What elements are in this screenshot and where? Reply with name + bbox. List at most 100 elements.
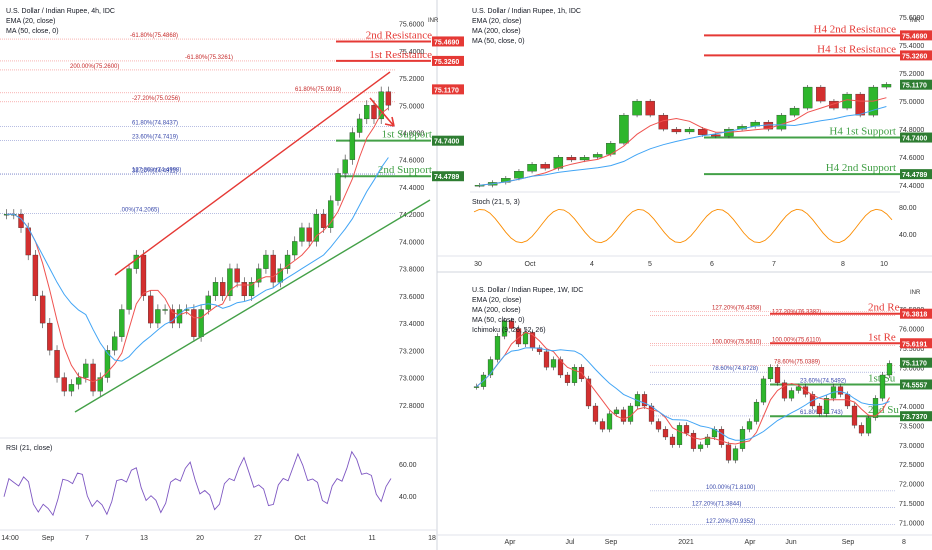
candle-body xyxy=(32,254,39,297)
x-tick-label: 7 xyxy=(772,261,776,268)
candle-body xyxy=(234,268,240,283)
price-badge xyxy=(900,132,932,143)
level-label: 2nd Su xyxy=(868,404,899,416)
candle-body xyxy=(753,401,760,422)
x-tick-label: Oct xyxy=(295,535,306,542)
price-badge-label: 75.4690 xyxy=(902,33,927,40)
fib-label: 23.60%(74.5492) xyxy=(800,379,846,385)
price-badge xyxy=(432,135,464,146)
candle-body xyxy=(571,367,578,383)
candle-body xyxy=(788,390,795,399)
subpanel-tick: 40.00 xyxy=(899,232,917,239)
price-badge xyxy=(900,357,932,368)
y-tick-label: 73.8000 xyxy=(399,267,424,274)
candle-body xyxy=(90,363,96,392)
candle-body xyxy=(220,282,226,297)
candle-body xyxy=(645,100,655,116)
candle-body xyxy=(487,359,494,376)
candle-body xyxy=(284,254,291,269)
candle-body xyxy=(641,394,648,407)
fib-label: 61.80%(74.8437) xyxy=(132,121,178,127)
x-tick-label: 2021 xyxy=(678,539,694,546)
candle-body xyxy=(205,295,211,310)
candle-body xyxy=(155,309,161,324)
level-label: H4 1st Resistance xyxy=(817,43,896,55)
candle-body xyxy=(620,409,627,422)
fib-label: 127.20%(76.4358) xyxy=(712,306,761,312)
candle-body xyxy=(816,405,823,414)
panel-1w: 76.500076.000075.500075.000074.500074.00… xyxy=(472,287,932,546)
candle-body xyxy=(313,214,320,242)
candle-body xyxy=(39,295,46,324)
currency-label: INR xyxy=(910,18,921,24)
y-tick-label: 75.6000 xyxy=(899,15,924,22)
indicator-label: MA (50, close, 0) xyxy=(472,38,525,45)
x-tick-label: 14:00 xyxy=(1,535,19,542)
chart-title: U.S. Dollar / Indian Rupee, 1h, IDC xyxy=(472,8,581,15)
candle-body xyxy=(270,254,276,283)
candle-body xyxy=(837,386,844,395)
candle-body xyxy=(514,171,524,179)
subpanel-tick: 40.00 xyxy=(399,494,417,501)
x-tick-label: Sep xyxy=(42,535,55,542)
candle-body xyxy=(613,409,620,414)
price-badge-label: 74.4789 xyxy=(434,174,459,181)
price-badge xyxy=(432,36,464,47)
moving-average-line xyxy=(6,107,389,383)
fib-label: -61.80%(75.3261) xyxy=(185,55,233,61)
candle-body xyxy=(823,398,830,414)
moving-average-line xyxy=(6,157,389,362)
candle-body xyxy=(198,309,204,337)
candle-body xyxy=(83,363,89,378)
candle-body xyxy=(855,93,865,116)
candle-body xyxy=(725,444,732,461)
price-badge-label: 75.3260 xyxy=(434,59,459,66)
x-tick-label: Apr xyxy=(505,539,517,546)
fib-label: 127.20%(71.3844) xyxy=(692,501,741,507)
x-tick-label: 27 xyxy=(254,535,262,542)
price-badge-label: 74.7400 xyxy=(902,136,927,143)
panel-1h: 75.6000 75.4000 75.2000 75.0000 74.8000 74.60… xyxy=(472,8,932,268)
candle-body xyxy=(829,100,839,109)
candle-body xyxy=(263,254,269,269)
y-tick-label: 75.0000 xyxy=(399,103,424,110)
candle-body xyxy=(75,377,82,385)
x-tick-label: 30 xyxy=(474,261,482,268)
candle-body xyxy=(162,309,168,311)
price-badge xyxy=(432,55,464,66)
candle-body xyxy=(851,405,858,426)
candle-body xyxy=(169,309,175,324)
price-badge-label: 74.4789 xyxy=(902,172,927,179)
price-badge-label: 74.5557 xyxy=(902,382,927,389)
indicator-label: MA (200, close) xyxy=(472,28,521,35)
fib-label: 127.20%(76.3382) xyxy=(772,309,821,315)
candle-body xyxy=(508,320,515,329)
candle-body xyxy=(683,425,690,434)
y-tick-label: 75.0000 xyxy=(899,99,924,106)
candle-body xyxy=(739,429,746,449)
candle-body xyxy=(133,254,139,269)
candle-body xyxy=(256,268,262,283)
indicator-label: EMA (20, close) xyxy=(472,18,521,25)
price-badge xyxy=(900,308,932,319)
y-tick-label: 72.0000 xyxy=(899,482,924,489)
candle-body xyxy=(776,114,787,130)
y-tick-label: 74.0000 xyxy=(899,404,924,411)
candle-body xyxy=(104,350,111,378)
fib-label: 100.00%(75.6110) xyxy=(772,338,821,344)
price-badge-label: 75.1170 xyxy=(902,83,927,90)
x-tick-label: 8 xyxy=(902,539,906,546)
candle-body xyxy=(540,164,550,169)
candle-body xyxy=(54,350,60,378)
price-badge-label: 75.3260 xyxy=(902,53,927,60)
candle-body xyxy=(371,105,377,120)
candle-body xyxy=(543,351,550,368)
candle-body xyxy=(364,105,370,120)
y-tick-label: 74.0000 xyxy=(399,239,424,246)
chart-title: U.S. Dollar / Indian Rupee, 4h, IDC xyxy=(6,8,115,15)
indicator-label: MA (200, close) xyxy=(472,307,521,314)
candle-body xyxy=(774,367,781,383)
price-badge xyxy=(900,169,932,180)
x-tick-label: 20 xyxy=(196,535,204,542)
